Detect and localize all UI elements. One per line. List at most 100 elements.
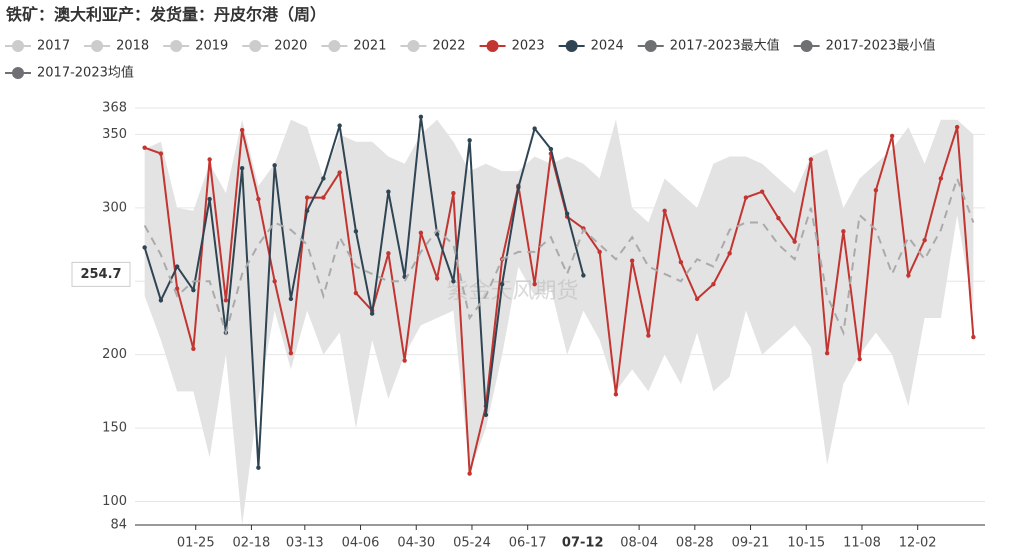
- legend-icon-dot: [800, 40, 813, 52]
- legend-text: 2017: [37, 39, 70, 54]
- data-point: [158, 298, 164, 303]
- x-tick-label: 11-08: [843, 536, 881, 551]
- data-point: [548, 146, 554, 152]
- legend-text: 2021: [353, 39, 386, 54]
- x-tick-label: 05-24: [453, 536, 491, 551]
- data-point: [451, 190, 456, 196]
- data-point: [337, 170, 342, 175]
- data-point: [613, 392, 619, 397]
- data-point: [483, 412, 489, 418]
- data-point: [434, 232, 440, 237]
- data-point: [304, 195, 310, 200]
- data-point: [954, 124, 960, 130]
- data-point: [142, 245, 147, 250]
- data-point: [857, 356, 862, 362]
- data-point: [272, 279, 277, 284]
- data-point: [386, 251, 391, 256]
- legend-icon-dot: [249, 40, 262, 52]
- legend-icon-dot: [12, 40, 24, 52]
- x-tick-label: 04-06: [342, 536, 380, 551]
- data-point: [467, 471, 472, 476]
- data-point: [759, 189, 765, 194]
- data-point: [418, 230, 424, 236]
- legend-item[interactable]: 2017-2023均值: [5, 65, 134, 81]
- data-point: [841, 229, 846, 234]
- legend-item[interactable]: 2018: [84, 39, 149, 54]
- x-tick-label: 02-18: [233, 536, 271, 551]
- data-point: [889, 133, 895, 139]
- legend-item[interactable]: 2017-2023最大值: [637, 38, 780, 54]
- legend-text: 2024: [591, 39, 624, 54]
- data-point: [434, 276, 440, 281]
- data-point: [223, 298, 229, 303]
- legend-icon-dot: [170, 40, 183, 52]
- legend-text: 2023: [512, 39, 545, 54]
- legend-item[interactable]: 2023: [479, 39, 545, 54]
- data-point: [694, 296, 700, 302]
- legend-icon-dot: [328, 40, 341, 52]
- x-tick-label: 04-30: [397, 536, 435, 551]
- series-line: [143, 116, 585, 468]
- legend-item[interactable]: 2020: [242, 39, 307, 54]
- data-point: [922, 237, 927, 243]
- data-point: [418, 114, 424, 120]
- data-point: [597, 249, 602, 255]
- data-point: [824, 351, 830, 356]
- x-tick-label: 03-13: [286, 536, 324, 551]
- legend-icon-dot: [91, 40, 104, 52]
- legend-item[interactable]: 2021: [321, 39, 386, 54]
- y-tick-label: 150: [102, 421, 127, 436]
- data-point: [938, 176, 944, 181]
- data-point: [353, 290, 359, 296]
- mean-line: [143, 175, 975, 337]
- data-point: [337, 123, 342, 128]
- legend-text: 2019: [195, 39, 228, 54]
- y-tick-label: 368: [102, 101, 127, 116]
- data-point: [207, 157, 212, 162]
- data-point: [499, 281, 505, 287]
- data-point: [711, 281, 716, 287]
- data-point: [288, 351, 294, 356]
- legend-icon-dot: [407, 40, 420, 52]
- legend-item[interactable]: 2017: [5, 39, 70, 54]
- data-point: [451, 279, 456, 284]
- legend-item[interactable]: 2022: [400, 39, 466, 54]
- y-tick-label: 200: [102, 347, 127, 362]
- data-point: [174, 286, 180, 291]
- data-point: [727, 251, 732, 256]
- data-point: [646, 333, 651, 338]
- data-point: [321, 176, 326, 181]
- data-point: [743, 195, 749, 200]
- pointer-x-box: [555, 531, 616, 553]
- data-point: [873, 188, 879, 193]
- data-point: [792, 239, 797, 244]
- data-point: [402, 358, 407, 363]
- data-point: [678, 259, 684, 265]
- data-point: [386, 189, 391, 194]
- data-point: [158, 151, 164, 156]
- data-point: [174, 264, 180, 269]
- data-point: [191, 287, 196, 293]
- data-point: [369, 311, 375, 316]
- x-tick-label: 09-21: [732, 536, 770, 551]
- legend-icon-dot: [12, 67, 24, 79]
- chart-title: 铁矿：澳大利亚产：发货量：丹皮尔港（周）: [6, 5, 326, 24]
- x-tick-label: 08-04: [620, 536, 658, 551]
- legend-text: 2022: [432, 39, 465, 54]
- legend-icon-dot: [644, 40, 657, 52]
- data-point: [207, 196, 212, 202]
- data-point: [272, 163, 277, 168]
- data-point: [662, 208, 667, 213]
- x-tick-label: 06-17: [509, 536, 547, 551]
- legend-item[interactable]: 2017-2023最小值: [793, 38, 936, 54]
- data-point: [776, 215, 781, 221]
- data-point: [532, 281, 537, 287]
- data-point: [256, 465, 261, 470]
- legend-text: 2017-2023最大值: [670, 38, 780, 54]
- legend-text: 2020: [274, 39, 307, 54]
- legend-item[interactable]: 2024: [558, 39, 624, 54]
- y-tick-label: 350: [102, 127, 127, 142]
- watermark: 紫金天风期货: [446, 279, 578, 304]
- legend-item[interactable]: 2019: [163, 39, 228, 54]
- legend-text: 2017-2023均值: [37, 65, 134, 81]
